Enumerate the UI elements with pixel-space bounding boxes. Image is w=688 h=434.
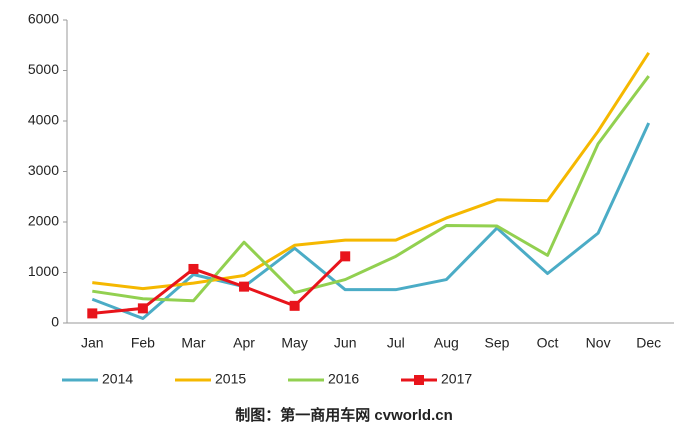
x-tick-label: Aug xyxy=(434,335,459,351)
y-tick-label: 4000 xyxy=(28,112,59,128)
x-tick-label: Jun xyxy=(334,335,357,351)
y-tick-label: 3000 xyxy=(28,162,59,178)
point-marker xyxy=(239,281,250,292)
legend-label: 2016 xyxy=(328,371,359,387)
legend-label: 2014 xyxy=(102,371,133,387)
caption: 制图：第一商用车网 cvworld.cn xyxy=(235,406,453,424)
y-tick-label: 2000 xyxy=(28,213,59,229)
x-tick-label: Dec xyxy=(636,335,661,351)
legend-marker xyxy=(414,375,424,385)
series-line xyxy=(92,52,650,291)
point-marker xyxy=(289,300,300,311)
point-marker xyxy=(188,263,199,274)
series-line xyxy=(92,75,650,303)
x-tick-label: May xyxy=(281,335,307,351)
legend-label: 2017 xyxy=(441,371,472,387)
series-line xyxy=(92,255,347,315)
series-line xyxy=(91,122,651,320)
x-tick-label: Sep xyxy=(484,335,509,351)
x-tick-label: Mar xyxy=(181,335,205,351)
y-tick-label: 5000 xyxy=(28,61,59,77)
x-tick-label: Oct xyxy=(537,335,559,351)
y-tick-label: 6000 xyxy=(28,11,59,27)
x-tick-label: Feb xyxy=(131,335,155,351)
y-tick-label: 1000 xyxy=(28,263,59,279)
point-marker xyxy=(137,303,148,314)
y-tick-label: 0 xyxy=(51,314,59,330)
x-tick-label: Nov xyxy=(586,335,611,351)
point-marker xyxy=(340,251,351,262)
x-tick-label: Jan xyxy=(81,335,104,351)
legend-label: 2015 xyxy=(215,371,246,387)
point-marker xyxy=(87,308,98,319)
x-tick-label: Apr xyxy=(233,335,255,351)
x-tick-label: Jul xyxy=(387,335,405,351)
